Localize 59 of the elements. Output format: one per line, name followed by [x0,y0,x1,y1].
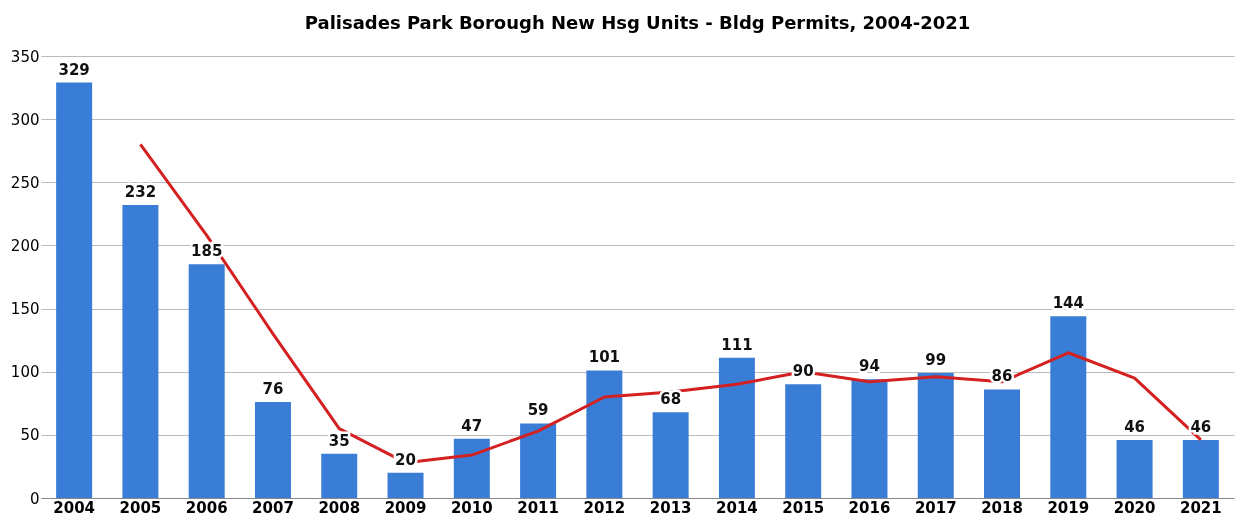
data-label: 59 [527,401,549,420]
bar [1182,439,1219,498]
x-tick-label: 2021 [1179,498,1222,517]
data-label: 111 [721,335,753,354]
data-label: 35 [328,431,350,450]
bar [917,372,954,498]
bar [851,379,888,498]
x-tick-label: 2007 [252,498,294,517]
bar [1116,439,1153,498]
data-label: 101 [588,348,621,367]
bar [387,472,424,498]
x-tick-label: 2004 [53,498,96,517]
x-tick-label: 2015 [782,498,825,517]
x-tick-label: 2009 [384,498,427,517]
x-tick-label: 2018 [981,498,1023,517]
data-label: 94 [859,357,880,376]
data-label: 99 [925,350,947,369]
bar [122,205,159,498]
y-tick-label: 200 [10,236,40,255]
data-label: 68 [660,390,682,409]
x-tick-label: 2020 [1113,498,1156,517]
x-tick-label: 2010 [450,498,493,517]
x-tick-label: 2014 [716,498,758,517]
y-tick-label: 250 [10,173,40,192]
y-tick-label: 100 [10,363,40,382]
bar [586,370,623,498]
x-tick-label: 2013 [649,498,692,517]
data-label: 232 [124,183,157,202]
data-label: 46 [1124,417,1146,436]
x-tick-label: 2006 [185,498,228,517]
x-tick-label: 2012 [583,498,626,517]
data-label: 46 [1190,417,1212,436]
bar [984,389,1021,498]
data-label: 76 [262,380,284,399]
y-tick-label: 50 [20,426,40,445]
bar [1050,316,1087,498]
data-label: 329 [58,60,90,79]
y-tick-label: 350 [10,47,40,66]
data-label: 47 [461,416,483,435]
chart-title: Palisades Park Borough New Hsg Units - Bldg Permits, 2004-2021 [304,12,971,33]
x-tick-label: 2019 [1047,498,1090,517]
bar [652,412,689,498]
bar [254,402,291,498]
bar [718,357,755,498]
y-tick-label: 300 [10,110,40,129]
x-tick-label: 2017 [914,498,957,517]
bar [56,82,93,498]
x-tick-label: 2011 [517,498,559,517]
x-tick-label: 2005 [119,498,162,517]
bar [785,384,822,498]
x-tick-label: 2016 [848,498,891,517]
bar [453,438,490,498]
bar [520,423,557,498]
bar [188,264,225,498]
x-tick-label: 2008 [318,498,361,517]
y-tick-label: 150 [10,300,40,319]
y-tick-label: 0 [29,489,40,508]
bar [321,453,358,498]
data-label: 144 [1052,294,1084,313]
